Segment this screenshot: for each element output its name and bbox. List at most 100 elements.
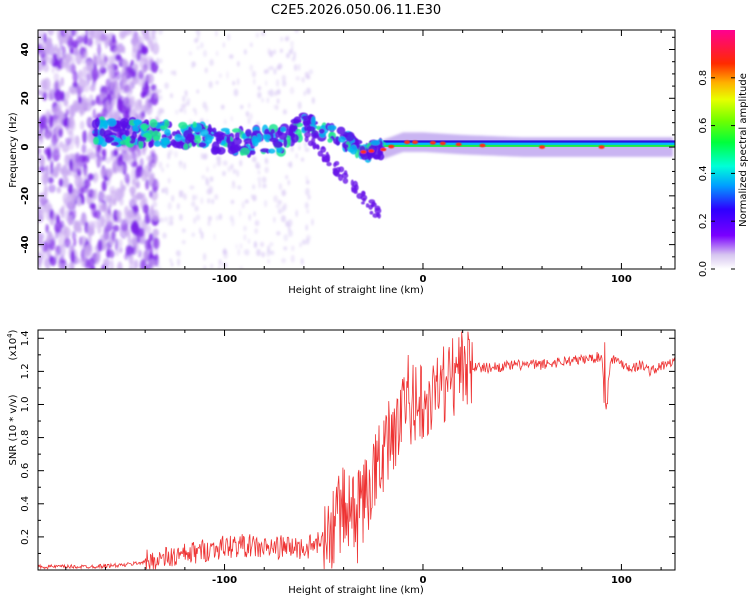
- spectrogram-noise-blob: [130, 59, 135, 66]
- spectrogram-noise-blob: [61, 143, 70, 153]
- spectrogram-noise-blob: [280, 215, 286, 223]
- spectrogram-noise-blob: [51, 67, 55, 74]
- spectrogram-noise-blob: [102, 32, 110, 46]
- spectrogram-noise-blob: [115, 249, 119, 257]
- spectrogram-noise-blob: [304, 141, 307, 148]
- spectrogram-noise-blob: [61, 62, 68, 69]
- spectrogram-noise-blob: [70, 88, 76, 95]
- spectrogram-noise-blob: [65, 30, 72, 39]
- spectrogram-noise-blob: [280, 36, 283, 42]
- spectrogram-marks: [38, 30, 675, 269]
- spectrogram-noise-blob: [145, 224, 152, 235]
- spectrogram-noise-blob: [127, 67, 134, 80]
- spectrogram-noise-blob: [43, 172, 48, 186]
- spectrogram-noise-blob: [95, 209, 101, 220]
- spectrogram-ridge-blob: [260, 148, 270, 153]
- spectrogram-ridge-blob: [231, 128, 242, 133]
- spectrogram-noise-blob: [202, 253, 207, 261]
- spectrogram-noise-blob: [215, 50, 219, 57]
- spectrogram-ridge-blob: [121, 134, 127, 140]
- spectrogram-ridge-blob: [198, 142, 207, 148]
- spectrogram-noise-blob: [301, 258, 304, 266]
- spectrogram-noise-blob: [143, 165, 150, 179]
- spectrogram-noise-blob: [45, 131, 51, 140]
- spectrogram-ridge-blob: [262, 134, 267, 140]
- spectrogram-noise-blob: [154, 248, 159, 255]
- spectrogram-ridge-blob: [345, 131, 355, 142]
- spectrogram-noise-blob: [53, 72, 60, 82]
- spectrogram-peak: [368, 149, 375, 153]
- spectrogram-noise-blob: [127, 232, 131, 246]
- spectrogram-peak: [455, 142, 462, 147]
- spectrogram-noise-blob: [155, 259, 160, 268]
- spectrogram-noise-blob: [84, 97, 90, 108]
- spectrogram-noise-blob: [276, 79, 280, 87]
- spectrogram-noise-blob: [278, 183, 283, 191]
- spectrogram-noise-blob: [255, 164, 261, 170]
- spectrogram-noise-blob: [257, 170, 261, 175]
- spectrogram-peak: [479, 143, 486, 148]
- spectrogram-noise-blob: [170, 220, 174, 226]
- spectrogram-noise-blob: [167, 177, 171, 184]
- snr-scale-label: (x104): [6, 329, 19, 360]
- spectrogram-noise-blob: [183, 108, 187, 115]
- spectrogram-noise-blob: [235, 243, 238, 250]
- spectrogram-ridge-blob: [304, 136, 309, 143]
- spectrogram-ridge-blob: [192, 121, 197, 128]
- spectrogram-noise-blob: [76, 35, 84, 44]
- spectrogram-noise-blob: [145, 179, 150, 191]
- spectrogram-noise-blob: [215, 215, 219, 221]
- snr-scale-prefix: (x10: [8, 338, 19, 361]
- spectrogram-noise-blob: [107, 64, 113, 75]
- spectrogram-ridge-blob: [316, 125, 321, 131]
- spectrogram-noise-blob: [74, 30, 79, 38]
- spectrogram-noise-blob: [138, 98, 142, 108]
- spectrogram-ridge-blob: [220, 140, 226, 145]
- spectrogram-noise-blob: [122, 184, 127, 191]
- spectrogram-noise-blob: [257, 176, 262, 182]
- spectrogram-ridge-blob: [351, 185, 357, 192]
- spectrogram-noise-blob: [289, 161, 293, 169]
- spectrogram-noise-blob: [71, 230, 77, 241]
- spectrogram-noise-blob: [120, 219, 129, 232]
- spectrogram-noise-blob: [92, 30, 100, 39]
- spectrogram-ridge-blob: [112, 126, 122, 132]
- spectrogram-noise-blob: [260, 241, 265, 247]
- spectrogram-noise-blob: [304, 202, 309, 209]
- spectrogram-ridge-blob: [321, 154, 327, 159]
- spectrogram-noise-blob: [47, 30, 55, 36]
- spectrogram-noise-blob: [149, 190, 153, 198]
- spectrogram-noise-blob: [80, 256, 86, 268]
- spectrogram-noise-blob: [277, 208, 282, 214]
- spectrogram-noise-blob: [63, 98, 69, 107]
- spectrogram-ridge-blob: [293, 124, 298, 130]
- spectrogram-peak: [429, 140, 436, 145]
- spectrogram-noise-blob: [41, 59, 47, 66]
- spectrogram-noise-blob: [205, 176, 209, 185]
- spectrogram-noise-blob: [159, 68, 163, 74]
- spectrogram-noise-blob: [150, 84, 157, 92]
- spectrogram-noise-blob: [186, 101, 190, 106]
- spectrogram-noise-blob: [256, 248, 261, 257]
- spectrogram-noise-blob: [60, 76, 65, 87]
- spectrogram-noise-blob: [38, 215, 44, 223]
- spectrogram-ridge-blob: [95, 117, 101, 127]
- spectrogram-ridge-blob: [124, 129, 130, 137]
- spectrogram-noise-blob: [273, 195, 278, 203]
- spectrogram-ridge-blob: [132, 126, 140, 132]
- spectrogram-noise-blob: [114, 238, 119, 251]
- spectrogram-noise-blob: [239, 265, 243, 269]
- spectrogram-noise-blob: [269, 242, 274, 247]
- colorbar-tick-label: 0.4: [698, 165, 709, 181]
- spectrogram-noise-blob: [295, 75, 301, 81]
- spectrogram-noise-blob: [236, 169, 239, 177]
- spectrogram-noise-blob: [290, 40, 294, 47]
- spectrogram-noise-blob: [175, 250, 179, 256]
- spectrogram-noise-blob: [218, 213, 223, 220]
- spectrogram-noise-blob: [285, 220, 290, 227]
- spectrogram-ridge-blob: [343, 143, 349, 149]
- spectrogram-noise-blob: [158, 217, 164, 223]
- spectrogram-noise-blob: [54, 166, 58, 179]
- spectrogram-noise-blob: [116, 210, 122, 219]
- spectrogram-ridge-blob: [133, 119, 141, 127]
